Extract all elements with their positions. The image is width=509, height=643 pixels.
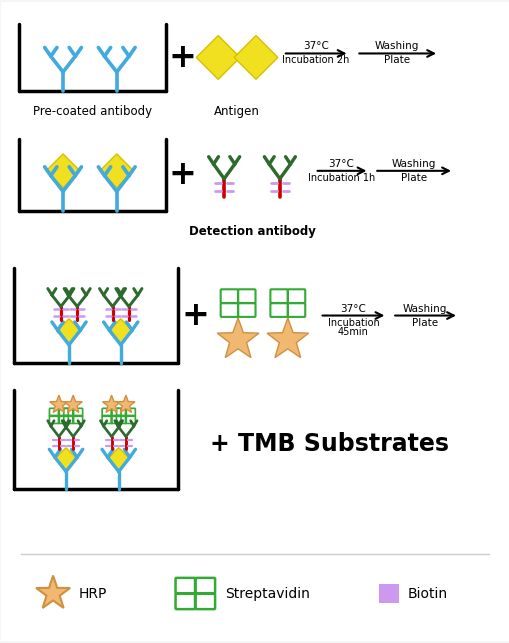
Polygon shape — [217, 318, 259, 358]
Polygon shape — [36, 575, 70, 608]
Polygon shape — [267, 318, 308, 358]
Text: Incubation 1h: Incubation 1h — [307, 173, 375, 183]
Text: Plate: Plate — [411, 318, 437, 327]
Text: 37°C: 37°C — [302, 42, 328, 51]
Text: +: + — [181, 299, 209, 332]
Text: Washing: Washing — [391, 159, 436, 169]
Text: Detection antibody: Detection antibody — [188, 224, 315, 237]
Text: Plate: Plate — [383, 55, 409, 66]
Polygon shape — [50, 395, 68, 412]
Text: 37°C: 37°C — [340, 303, 365, 314]
Polygon shape — [102, 395, 121, 412]
Text: Antigen: Antigen — [214, 105, 260, 118]
Text: Plate: Plate — [400, 173, 427, 183]
Text: +: + — [168, 158, 196, 192]
Polygon shape — [56, 319, 81, 343]
Text: Incubation: Incubation — [327, 318, 379, 327]
FancyBboxPatch shape — [379, 584, 399, 604]
Text: +: + — [168, 41, 196, 74]
Text: + TMB Substrates: + TMB Substrates — [210, 432, 448, 457]
Text: 45min: 45min — [337, 327, 368, 338]
Polygon shape — [100, 154, 133, 188]
Text: Biotin: Biotin — [406, 586, 446, 601]
Text: HRP: HRP — [79, 586, 107, 601]
Polygon shape — [117, 395, 135, 412]
Polygon shape — [55, 448, 77, 470]
Text: Incubation 2h: Incubation 2h — [281, 55, 349, 66]
Polygon shape — [108, 319, 133, 343]
Polygon shape — [196, 35, 240, 79]
Text: Washing: Washing — [374, 42, 418, 51]
Polygon shape — [64, 395, 82, 412]
Text: Streptavidin: Streptavidin — [224, 586, 309, 601]
Polygon shape — [46, 154, 80, 188]
Text: Washing: Washing — [402, 303, 446, 314]
Text: 37°C: 37°C — [328, 159, 354, 169]
Polygon shape — [107, 448, 130, 470]
Polygon shape — [234, 35, 277, 79]
Text: Pre-coated antibody: Pre-coated antibody — [33, 105, 152, 118]
